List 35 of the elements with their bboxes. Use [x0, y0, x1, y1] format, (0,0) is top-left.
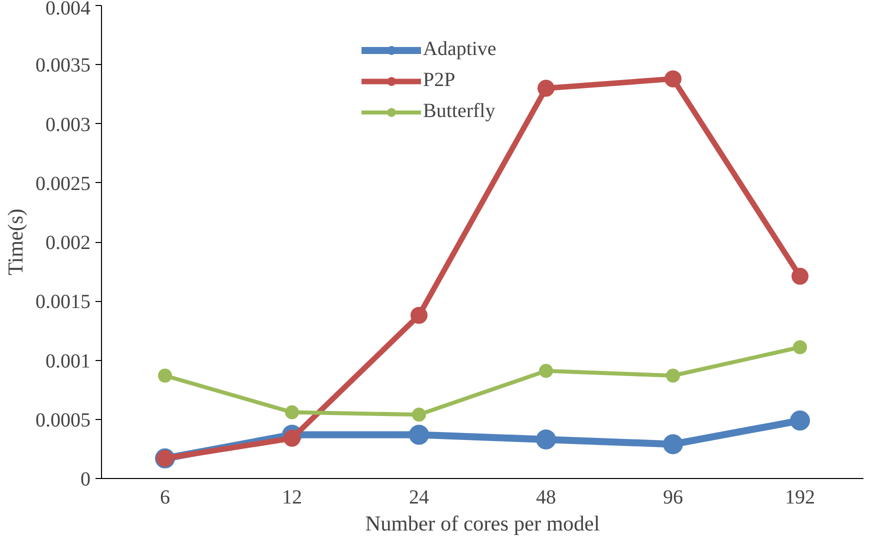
point [792, 268, 808, 285]
x-tick-label: 24 [409, 486, 429, 508]
y-tick-label: 0.0005 [36, 409, 90, 432]
point [284, 430, 300, 447]
x-tick-label: 192 [785, 486, 815, 508]
x-tick-label: 96 [663, 486, 683, 508]
point [412, 408, 426, 422]
point [664, 70, 682, 88]
x-axis-title: Number of cores per model [365, 512, 600, 536]
y-axis-title: Time(s) [4, 208, 28, 276]
point [538, 80, 554, 97]
point [285, 405, 299, 420]
point [790, 410, 810, 431]
x-tick-label: 48 [536, 486, 556, 508]
y-tick-label: 0.001 [46, 350, 90, 372]
point [410, 306, 428, 324]
point [536, 429, 556, 450]
point [409, 424, 429, 445]
y-tick-label: 0.0025 [36, 172, 90, 195]
x-tick-label: 6 [160, 486, 170, 508]
point [663, 434, 683, 454]
y-tick-label: 0.003 [46, 114, 90, 136]
point [666, 368, 680, 383]
y-tick-label: 0.0015 [36, 291, 90, 314]
point [793, 340, 807, 354]
y-tick-label: 0.0035 [36, 54, 90, 77]
point [158, 368, 172, 383]
legend-label: P2P [423, 69, 456, 92]
legend-label: Butterfly [423, 100, 496, 123]
legend-label: Adaptive [423, 38, 496, 61]
y-tick-label: 0 [80, 468, 90, 490]
x-tick-label: 12 [282, 486, 302, 508]
y-tick-label: 0.004 [46, 0, 90, 20]
y-tick-label: 0.002 [46, 232, 90, 254]
point [539, 364, 553, 378]
